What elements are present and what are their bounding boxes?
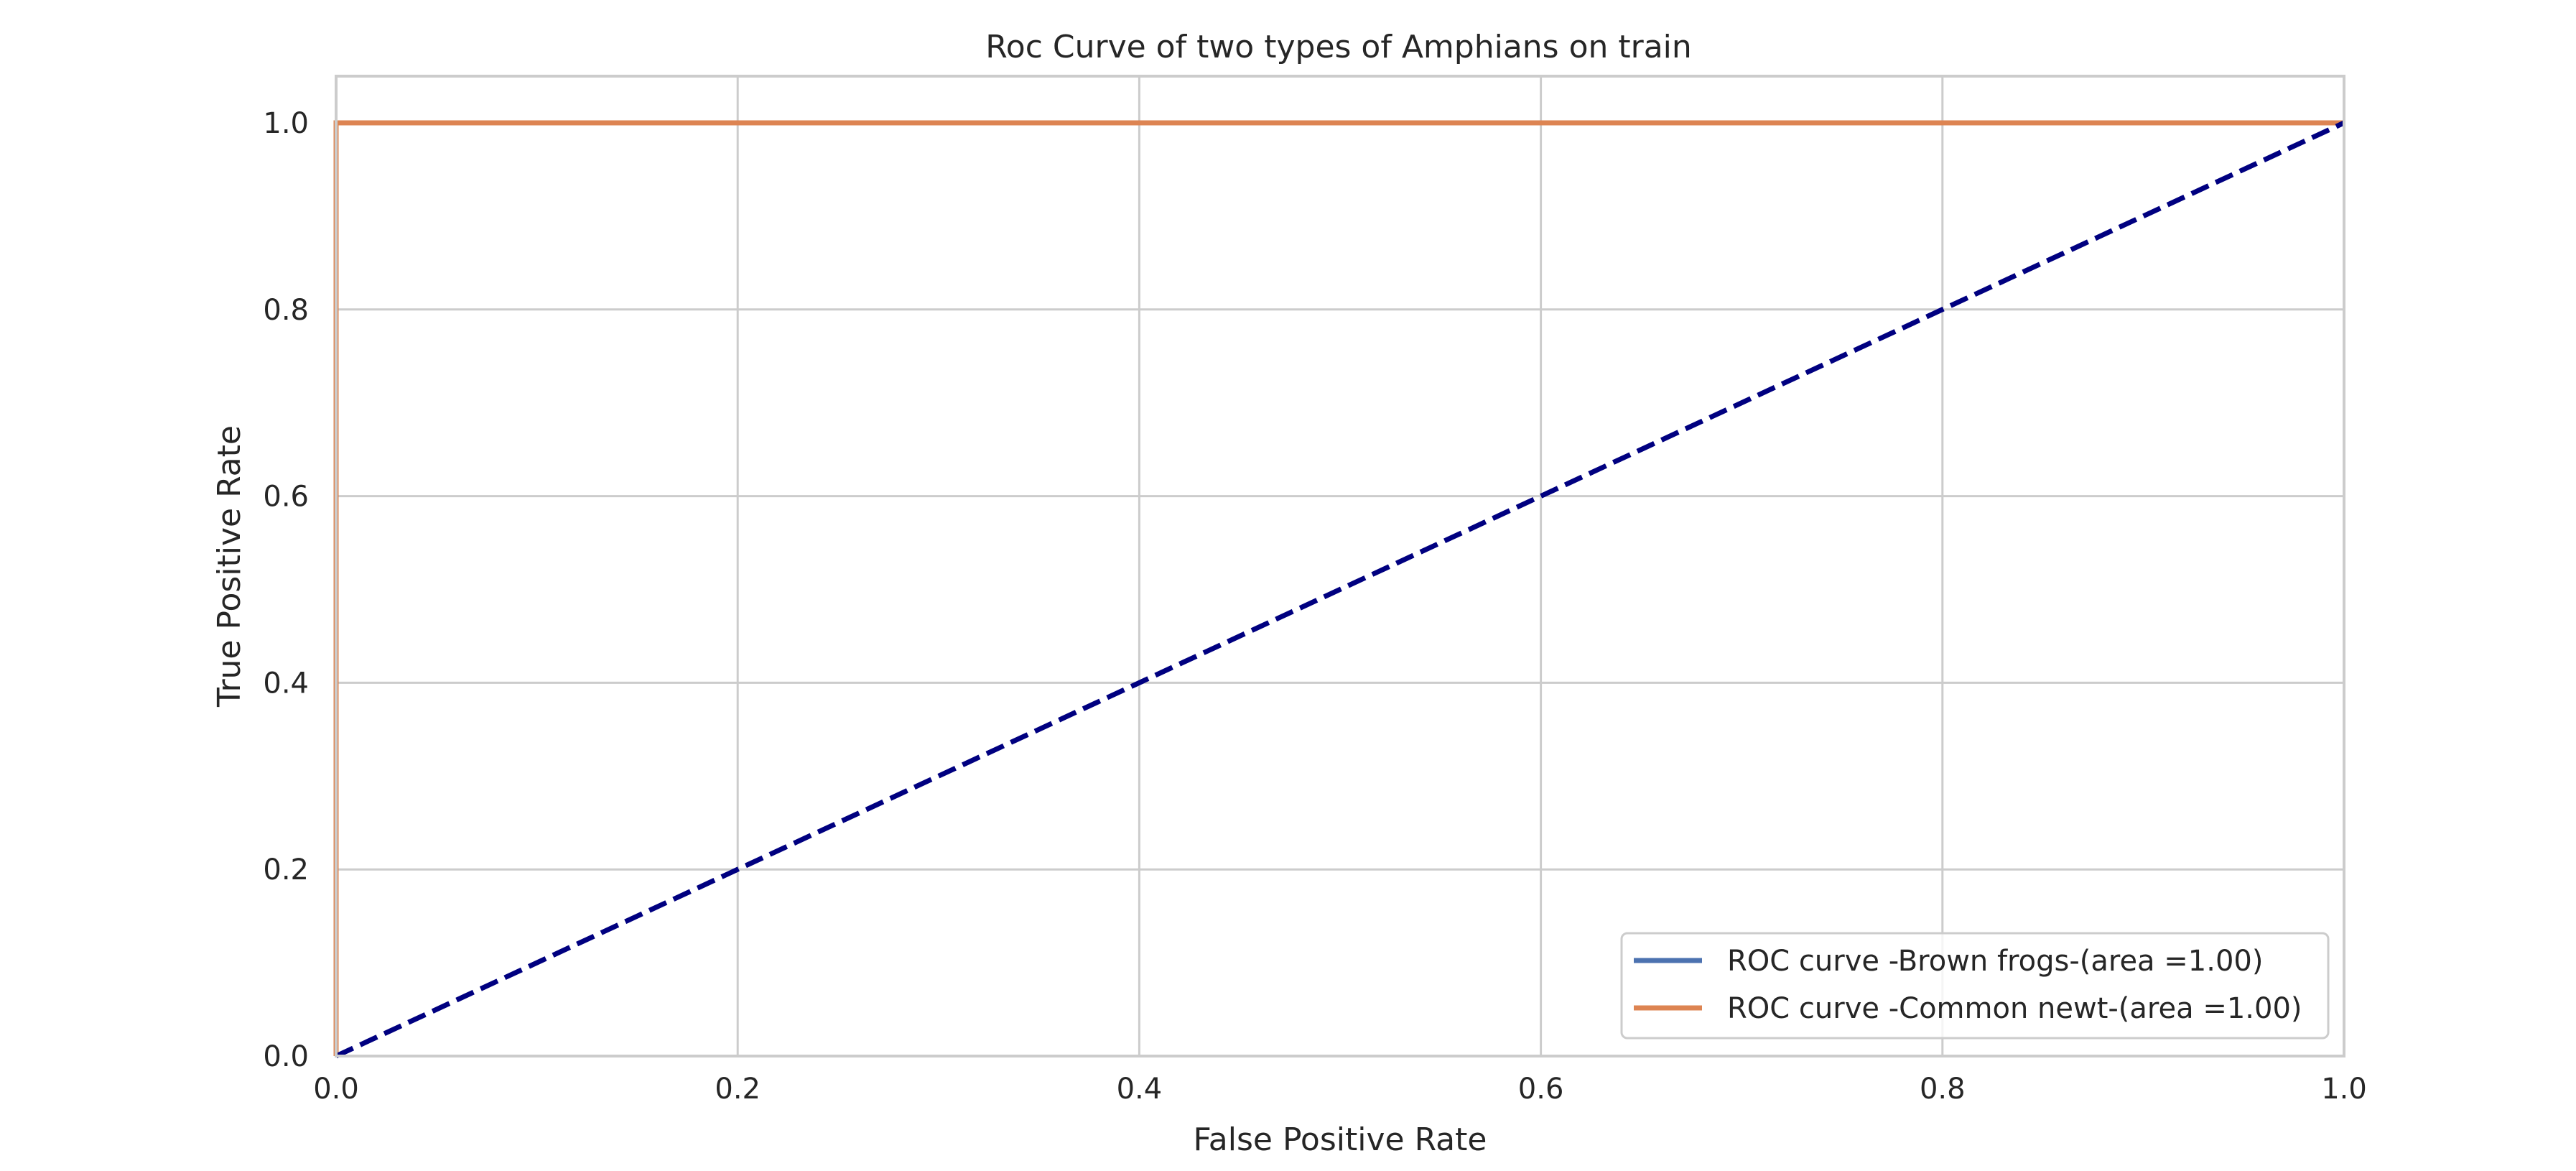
x-tick-label: 1.0 xyxy=(2321,1073,2367,1106)
legend-label-common-newt: ROC curve -Common newt-(area =1.00) xyxy=(1727,992,2302,1025)
grid-lines xyxy=(335,76,2345,1057)
y-tick-label: 0.8 xyxy=(263,294,309,327)
y-tick-label: 1.0 xyxy=(263,107,309,140)
plot-frame xyxy=(335,75,2345,1057)
y-tick-label: 0.6 xyxy=(263,481,309,514)
y-axis-label: True Positive Rate xyxy=(211,425,248,708)
chart-title: Roc Curve of two types of Amphians on tr… xyxy=(985,29,1692,65)
x-tick-label: 0.0 xyxy=(313,1073,359,1106)
chance-diagonal-line xyxy=(335,120,2345,1059)
legend-label-brown-frogs: ROC curve -Brown frogs-(area =1.00) xyxy=(1727,945,2263,978)
x-tick-label: 0.4 xyxy=(1117,1073,1163,1106)
legend: ROC curve -Brown frogs-(area =1.00) ROC … xyxy=(1620,932,2330,1040)
x-axis-label: False Positive Rate xyxy=(1194,1121,1487,1158)
y-tick-label: 0.0 xyxy=(263,1040,309,1073)
x-tick-labels: 0.0 0.2 0.4 0.6 0.8 1.0 xyxy=(313,1073,2367,1106)
x-tick-label: 0.8 xyxy=(1920,1073,1966,1106)
x-tick-label: 0.2 xyxy=(715,1073,761,1106)
y-tick-label: 0.4 xyxy=(263,667,309,700)
plot-lines xyxy=(333,120,2345,1059)
x-tick-label: 0.6 xyxy=(1518,1073,1564,1106)
legend-box xyxy=(1620,932,2330,1040)
y-tick-label: 0.2 xyxy=(263,853,309,887)
y-tick-labels: 0.0 0.2 0.4 0.6 0.8 1.0 xyxy=(263,107,309,1073)
